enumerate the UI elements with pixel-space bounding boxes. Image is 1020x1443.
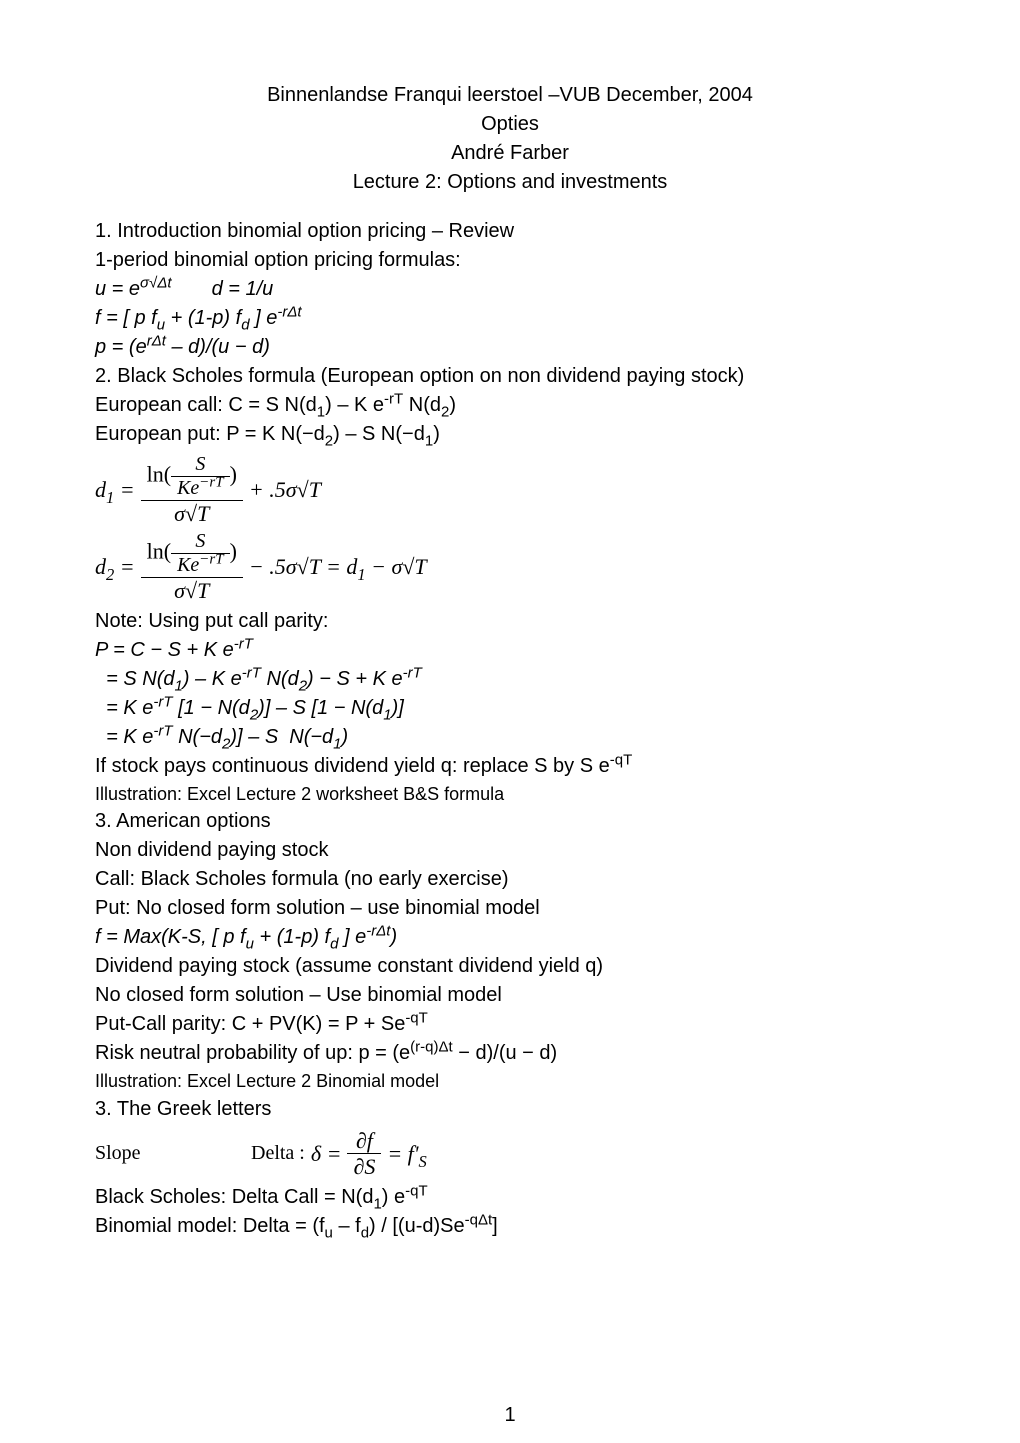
sec2-d2: d2 = ln( S Ke−rT ) σ√T − .5σ√T = d1 − σ√…	[95, 531, 925, 602]
sec4-bin: Binomial model: Delta = (fu – fd) / [(u-…	[95, 1213, 925, 1240]
d2-inner-num: S	[189, 531, 211, 552]
d2-ln-close: )	[230, 539, 237, 564]
sec4-delta-row: Slope Delta : δ = ∂f ∂S = f'S	[95, 1129, 925, 1178]
section-3: 3. American options Non dividend paying …	[95, 808, 925, 1093]
sec3-nd-1: Put: No closed form solution – use binom…	[95, 895, 925, 922]
d1-inner-num: S	[189, 454, 211, 475]
delta-tail: = f'S	[387, 1139, 426, 1169]
delta-den: ∂S	[347, 1155, 381, 1178]
title-line-3: André Farber	[95, 140, 925, 167]
d1-num: ln( S Ke−rT )	[141, 454, 243, 499]
sec2-parity-2: = K e-rT [1 − N(d2)] – S [1 − N(d1)]	[95, 695, 925, 722]
delta-lhs: δ =	[311, 1139, 342, 1169]
sec3-div-0: No closed form solution – Use binomial m…	[95, 982, 925, 1009]
sec2-illustr: Illustration: Excel Lecture 2 worksheet …	[95, 782, 925, 806]
page: Binnenlandse Franqui leerstoel –VUB Dece…	[0, 0, 1020, 1443]
slope-label: Slope	[95, 1140, 245, 1167]
d2-den: σ√T	[168, 579, 215, 602]
sec1-subhead: 1-period binomial option pricing formula…	[95, 247, 925, 274]
sec2-d1: d1 = ln( S Ke−rT ) σ√T + .5σ√T	[95, 454, 925, 525]
d2-lhs: d2 =	[95, 552, 135, 582]
sec1-eq-u: u = eσ√Δt d = 1/u	[95, 276, 925, 303]
d1-tail: + .5σ√T	[249, 475, 321, 505]
page-number: 1	[0, 1402, 1020, 1429]
sec3-nd-2: f = Max(K-S, [ p fu + (1-p) fd ] e-rΔt)	[95, 924, 925, 951]
sec3-nd-0: Call: Black Scholes formula (no early ex…	[95, 866, 925, 893]
section-3-heading: 3. American options	[95, 808, 925, 835]
title-block: Binnenlandse Franqui leerstoel –VUB Dece…	[95, 82, 925, 196]
sec2-note: Note: Using put call parity:	[95, 608, 925, 635]
d1-den: σ√T	[168, 502, 215, 525]
d1-inner-den: Ke−rT	[171, 478, 230, 499]
sec2-call: European call: C = S N(d1) – K e-rT N(d2…	[95, 392, 925, 419]
section-2: 2. Black Scholes formula (European optio…	[95, 363, 925, 806]
d1-frac: ln( S Ke−rT ) σ√T	[141, 454, 243, 525]
section-4: 3. The Greek letters Slope Delta : δ = ∂…	[95, 1096, 925, 1240]
delta-label: Delta :	[251, 1140, 305, 1167]
title-line-2: Opties	[95, 111, 925, 138]
title-line-4: Lecture 2: Options and investments	[95, 169, 925, 196]
sec2-put: European put: P = K N(−d2) – S N(−d1)	[95, 421, 925, 448]
d1-lhs: d1 =	[95, 475, 135, 505]
d1-ln-close: )	[230, 462, 237, 487]
section-1-heading: 1. Introduction binomial option pricing …	[95, 218, 925, 245]
d2-tail: − .5σ√T = d1 − σ√T	[249, 552, 427, 582]
section-2-heading: 2. Black Scholes formula (European optio…	[95, 363, 925, 390]
sec1-eq-p: p = (erΔt – d)/(u − d)	[95, 334, 925, 361]
delta-frac: ∂f ∂S	[347, 1129, 381, 1178]
sec3-div-1: Put-Call parity: C + PV(K) = P + Se-qT	[95, 1011, 925, 1038]
sec2-contdiv: If stock pays continuous dividend yield …	[95, 753, 925, 780]
sec3-div-head: Dividend paying stock (assume constant d…	[95, 953, 925, 980]
sec2-parity-0: P = C − S + K e-rT	[95, 637, 925, 664]
section-1: 1. Introduction binomial option pricing …	[95, 218, 925, 361]
sec3-div-2: Risk neutral probability of up: p = (e(r…	[95, 1040, 925, 1067]
sec3-nondiv: Non dividend paying stock	[95, 837, 925, 864]
d2-ln-open: ln(	[147, 539, 171, 564]
d1-ln-open: ln(	[147, 462, 171, 487]
d2-frac: ln( S Ke−rT ) σ√T	[141, 531, 243, 602]
sec4-bs: Black Scholes: Delta Call = N(d1) e-qT	[95, 1184, 925, 1211]
d2-inner-den: Ke−rT	[171, 555, 230, 576]
title-line-1: Binnenlandse Franqui leerstoel –VUB Dece…	[95, 82, 925, 109]
d2-num: ln( S Ke−rT )	[141, 531, 243, 576]
sec3-illustr: Illustration: Excel Lecture 2 Binomial m…	[95, 1069, 925, 1093]
section-4-heading: 3. The Greek letters	[95, 1096, 925, 1123]
sec2-parity-3: = K e-rT N(−d2)] – S N(−d1)	[95, 724, 925, 751]
sec1-eq-f: f = [ p fu + (1-p) fd ] e-rΔt	[95, 305, 925, 332]
delta-num: ∂f	[350, 1129, 379, 1152]
sec2-parity-1: = S N(d1) – K e-rT N(d2) − S + K e-rT	[95, 666, 925, 693]
